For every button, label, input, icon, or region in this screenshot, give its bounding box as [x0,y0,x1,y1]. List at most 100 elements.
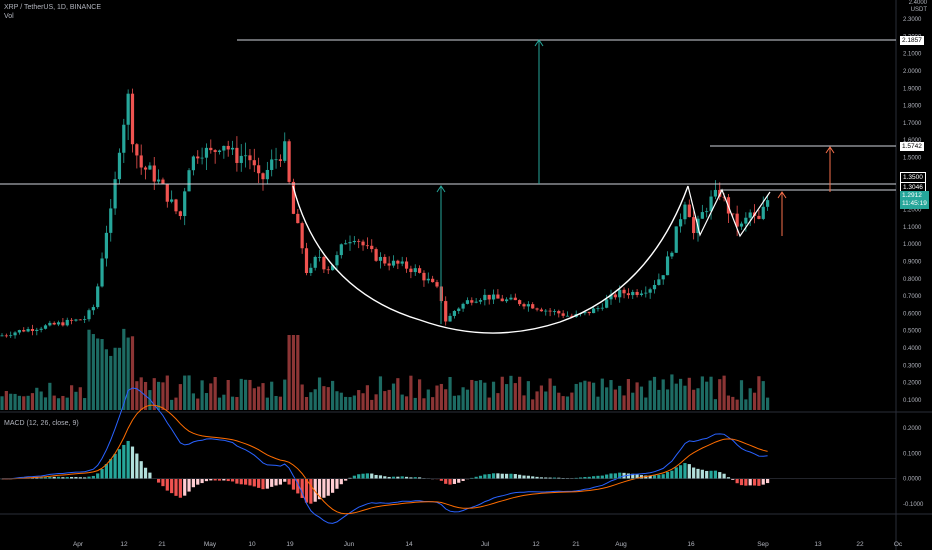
macd-tick-label: 0.1000 [903,451,922,457]
macd-histogram-bar [304,478,309,503]
candle-body [235,147,239,163]
candle-body [557,311,561,314]
macd-histogram-bar [396,476,400,479]
macd-histogram-bar [326,478,330,496]
macd-histogram-bar [39,477,43,479]
candle-body [626,293,630,296]
volume-bar [226,380,230,410]
candle-body [4,335,8,337]
volume-bar [248,379,252,410]
macd-histogram-bar [178,478,182,498]
macd-histogram-bar [496,473,500,479]
signal-line [2,404,768,515]
candle-body [370,245,374,250]
volume-bar [404,396,409,410]
macd-histogram-bar [365,473,369,479]
macd-histogram-bar [48,476,52,479]
macd-histogram-bar [235,478,239,484]
candle-body [130,93,135,145]
volume-bar [548,378,552,410]
volume-bar [261,383,265,410]
macd-line [2,387,768,524]
macd-histogram-bar [739,478,744,486]
macd-histogram-bar [361,473,365,479]
volume-bar [426,389,430,410]
volume-bar [344,396,348,410]
macd-histogram-bar [100,469,104,479]
macd-histogram-bar [374,474,378,479]
volume-bar [339,392,343,410]
macd-histogram-bar [52,476,56,479]
price-tick-label: 0.5000 [903,329,922,335]
candle-body [213,150,217,152]
time-tick-label: 13 [814,541,822,548]
macd-histogram-bar [652,475,657,479]
macd-histogram-bar [270,478,274,487]
volume-bar [657,389,661,410]
volume-bar [374,394,378,410]
candle-body [609,294,613,300]
candle-body [87,310,91,320]
candle-body [709,196,713,212]
candle-body [96,286,100,308]
volume-bar [648,380,652,410]
macd-histogram-bar [157,478,161,483]
volume-bar [478,380,483,410]
volume-bar [644,397,648,410]
candle-body [739,223,744,227]
candle-body [26,329,30,332]
price-tick-label: 1.0000 [903,242,922,248]
candle-body [13,332,17,336]
volume-bar [439,383,443,410]
candle-body [731,213,735,215]
volume-bar [348,397,352,410]
macd-histogram-bar [335,478,339,489]
time-tick-label: 22 [856,541,864,548]
candle-body [309,267,313,274]
candle-body [326,269,330,271]
macd-histogram-bar [635,474,639,479]
volume-bar [378,376,383,410]
macd-histogram-bar [65,476,69,479]
macd-histogram-bar [200,478,204,484]
volume-bar [252,388,256,410]
candle-body [509,297,513,300]
volume-bar [622,395,626,410]
macd-histogram-bar [196,478,200,485]
macd-histogram-bar [87,476,91,479]
volume-bar [613,389,617,410]
volume-bar [126,337,130,410]
volume-bar [679,378,683,410]
volume-bar [187,375,191,410]
target-high-tag: 2.1857 [900,36,924,45]
macd-histogram-bar [674,467,678,479]
macd-histogram-bar [509,473,513,479]
candle-body [674,226,678,253]
volume-bar [391,383,396,410]
macd-histogram-bar [291,478,296,490]
volume-bar [300,384,304,410]
macd-histogram-bar [378,475,383,479]
macd-histogram-bar [587,476,591,479]
time-tick-label: Jun [344,541,355,548]
candle-body [270,159,274,170]
volume-bar [513,383,517,410]
macd-histogram-bar [113,453,117,479]
candle-body [74,319,78,321]
candle-body [365,245,369,247]
candle-body [157,179,161,182]
candle-body [644,292,648,294]
macd-histogram-bar [444,478,448,484]
macd-histogram-bar [278,478,282,485]
candle-body [565,315,570,317]
macd-histogram-bar [148,472,152,479]
volume-bar [757,376,761,410]
macd-histogram-bar [448,478,452,485]
top-tick-cut: 2.4000 [908,0,927,6]
time-tick-label: May [204,541,217,548]
volume-bar [65,397,69,410]
time-tick-label: Sep [757,541,769,548]
candle-body [283,141,287,161]
volume-bar [422,398,426,410]
